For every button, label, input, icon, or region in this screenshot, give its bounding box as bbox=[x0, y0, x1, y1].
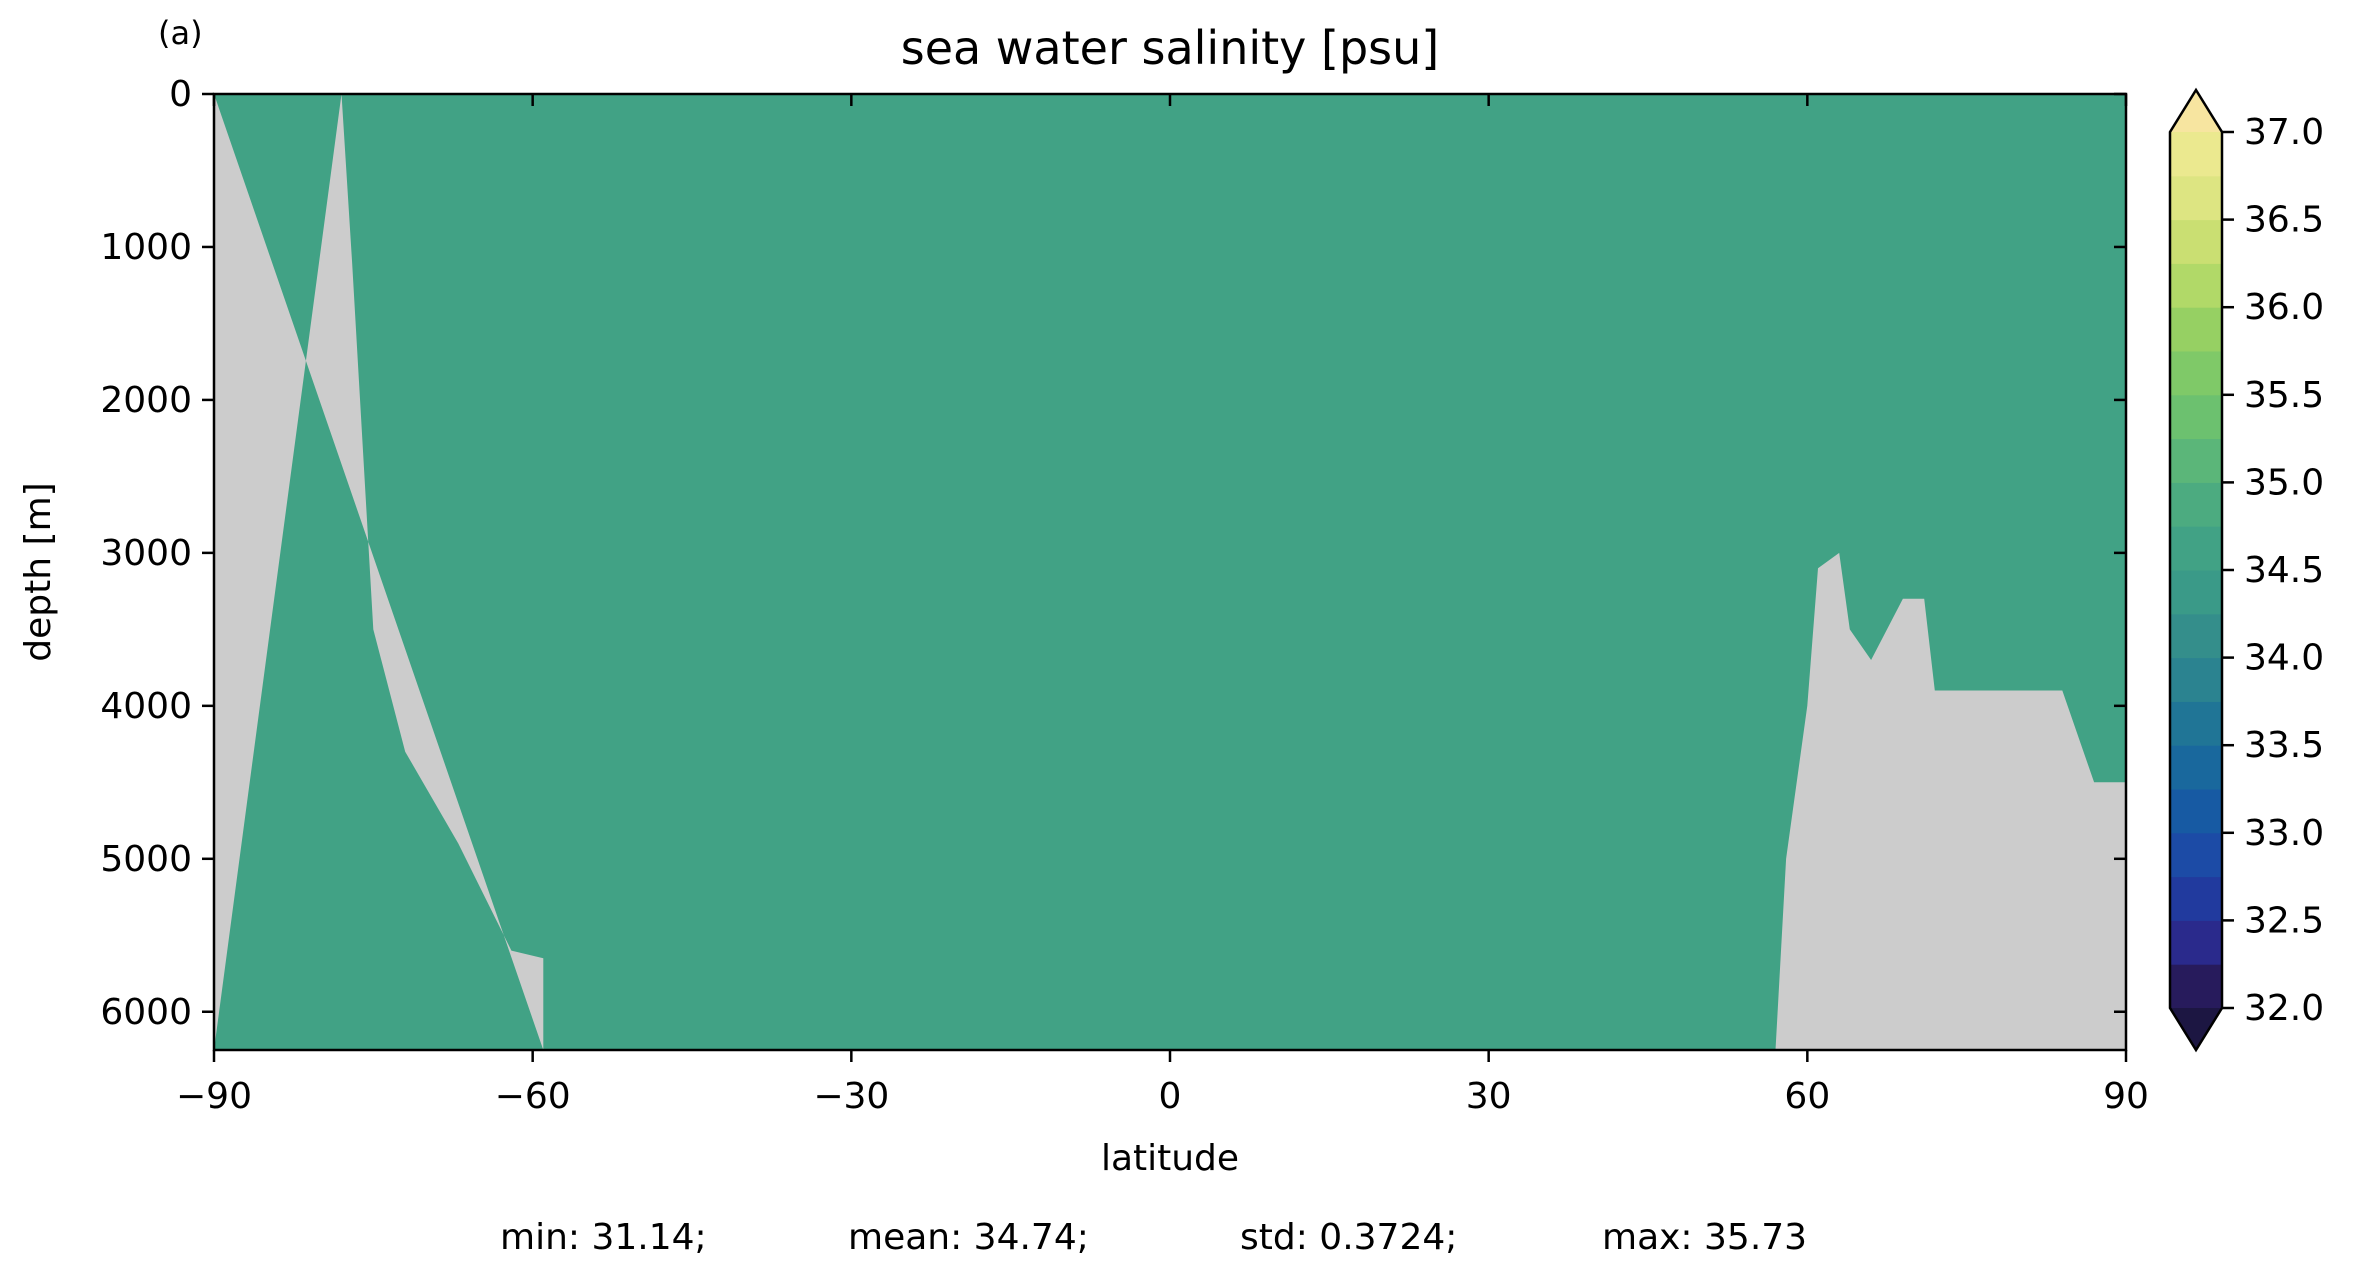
y-tick-label: 1000 bbox=[100, 227, 192, 268]
colorbar-segment bbox=[2170, 569, 2222, 615]
colorbar-segment bbox=[2170, 219, 2222, 264]
plot-area bbox=[212, 92, 2128, 1052]
stat-min: min: 31.14; bbox=[500, 1217, 707, 1258]
colorbar-segment bbox=[2170, 832, 2222, 878]
y-axis-label: depth [m] bbox=[18, 482, 59, 661]
y-tick-label: 5000 bbox=[100, 839, 192, 880]
colorbar-segment bbox=[2170, 963, 2222, 1009]
stat-mean: mean: 34.74; bbox=[848, 1217, 1089, 1258]
y-axis: 0 1000 2000 3000 4000 5000 6000 bbox=[100, 74, 2126, 1033]
land-south bbox=[214, 94, 544, 1050]
colorbar-segment bbox=[2170, 262, 2222, 308]
colorbar-segment bbox=[2170, 613, 2222, 659]
colorbar-tick-label: 36.0 bbox=[2244, 287, 2324, 328]
stats-line: min: 31.14; mean: 34.74; std: 0.3724; ma… bbox=[500, 1217, 1807, 1258]
land-north bbox=[1775, 552, 2126, 1050]
y-tick-label: 4000 bbox=[100, 686, 192, 727]
colorbar-segment bbox=[2170, 876, 2222, 921]
x-tick-label: −30 bbox=[813, 1076, 889, 1117]
y-tick-label: 6000 bbox=[100, 992, 192, 1033]
x-tick-label: 90 bbox=[2103, 1076, 2149, 1117]
colorbar-segment bbox=[2170, 788, 2222, 834]
colorbar-extend-min bbox=[2170, 1008, 2222, 1050]
colorbar-tick-label: 34.0 bbox=[2244, 638, 2324, 679]
colorbar-segment bbox=[2170, 394, 2222, 440]
colorbar-segment bbox=[2170, 744, 2222, 790]
colorbar-tick-label: 37.0 bbox=[2244, 112, 2324, 153]
colorbar-tick-label: 36.5 bbox=[2244, 200, 2324, 241]
colorbar-segment bbox=[2170, 350, 2222, 396]
x-tick-label: 0 bbox=[1159, 1076, 1182, 1117]
x-tick-label: 60 bbox=[1784, 1076, 1830, 1117]
colorbar-tick-label: 32.5 bbox=[2244, 900, 2324, 941]
stat-max: max: 35.73 bbox=[1602, 1217, 1807, 1258]
colorbar-segment bbox=[2170, 175, 2222, 221]
x-axis: −90 −60 −30 0 30 60 90 bbox=[176, 94, 2149, 1117]
colorbar-extend-max bbox=[2170, 90, 2222, 132]
colorbar-segment bbox=[2170, 919, 2222, 965]
colorbar-segment bbox=[2170, 306, 2222, 352]
colorbar-segment bbox=[2170, 525, 2222, 571]
y-tick-label: 0 bbox=[169, 74, 192, 115]
colorbar-tick-label: 32.0 bbox=[2244, 988, 2324, 1029]
x-tick-label: −90 bbox=[176, 1076, 252, 1117]
panel-label: (a) bbox=[158, 14, 203, 52]
x-tick-label: −60 bbox=[495, 1076, 571, 1117]
x-axis-label: latitude bbox=[1101, 1138, 1239, 1179]
colorbar-segment bbox=[2170, 481, 2222, 527]
colorbar-segment bbox=[2170, 700, 2222, 746]
colorbar-tick-label: 33.0 bbox=[2244, 813, 2324, 854]
colorbar-tick-label: 33.5 bbox=[2244, 725, 2324, 766]
y-tick-label: 3000 bbox=[100, 533, 192, 574]
colorbar-tick-label: 34.5 bbox=[2244, 550, 2324, 591]
stat-std: std: 0.3724; bbox=[1240, 1217, 1457, 1258]
land-mask bbox=[214, 94, 2126, 1050]
colorbar-segment bbox=[2170, 438, 2222, 483]
colorbar: 32.0 32.5 33.0 33.5 34.0 34.5 35.0 35.5 36.0 36.5… bbox=[2168, 87, 2324, 1053]
colorbar-segment bbox=[2170, 657, 2222, 702]
colorbar-tick-label: 35.0 bbox=[2244, 462, 2324, 503]
colorbar-segment bbox=[2170, 131, 2222, 177]
y-tick-label: 2000 bbox=[100, 380, 192, 421]
x-tick-label: 30 bbox=[1466, 1076, 1512, 1117]
chart-title: sea water salinity [psu] bbox=[901, 21, 1440, 75]
colorbar-tick-label: 35.5 bbox=[2244, 375, 2324, 416]
